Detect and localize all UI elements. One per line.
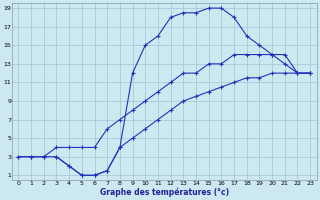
X-axis label: Graphe des températures (°c): Graphe des températures (°c): [100, 187, 229, 197]
